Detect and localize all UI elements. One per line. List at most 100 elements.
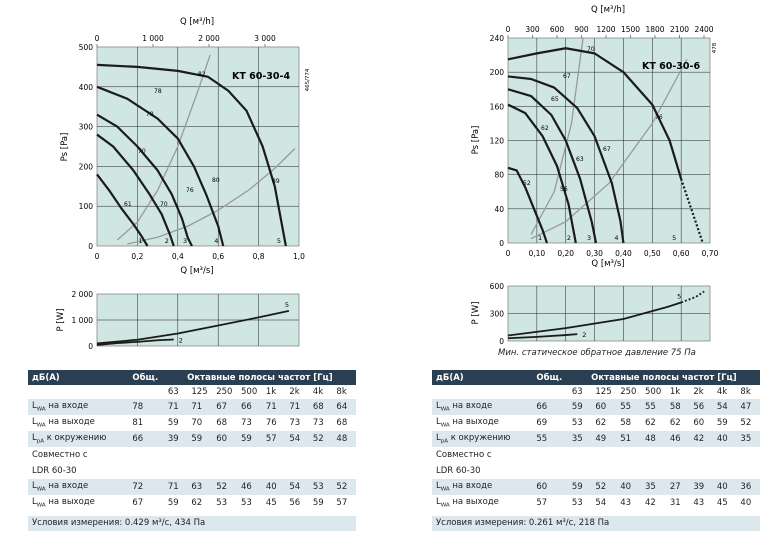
left-ps-plot-area	[96, 46, 300, 247]
row-value: 52	[591, 479, 617, 495]
row-value: 46	[237, 479, 262, 495]
row-total: 60	[532, 479, 568, 495]
q-top-tick-label: 900	[574, 25, 589, 34]
row-value: 66	[237, 399, 262, 415]
q-top-tick-label: 1 000	[142, 34, 164, 43]
freq-row: 63 125 250 500 1k 2k 4k 8k	[432, 385, 760, 399]
row-value: 54	[285, 431, 309, 447]
row-value: 59	[567, 399, 592, 415]
q-top-tick-label: 1200	[596, 25, 615, 34]
header-bands: Октавные полосы частот [Гц]	[567, 370, 760, 385]
system-curve	[530, 59, 688, 240]
row-value: 48	[641, 431, 666, 447]
freq-row: 63 125 250 500 1k 2k 4k 8k	[28, 385, 356, 399]
row-value: 68	[336, 418, 348, 428]
curve-label-1: 1	[538, 234, 542, 242]
row-label: LWA на входе	[432, 399, 533, 415]
row-value: 31	[669, 498, 681, 508]
fan-curve-5-dashed	[680, 178, 704, 244]
system-curve	[530, 37, 584, 235]
row-value: 55	[641, 399, 666, 415]
row-value: 62	[191, 498, 203, 508]
ps-tick-label: 100	[79, 202, 94, 211]
row-value: 53	[308, 479, 333, 495]
freq-label: 63	[167, 387, 179, 397]
ps-tick-label: 40	[494, 205, 504, 214]
row-total: 72	[128, 479, 164, 495]
row-value: 68	[216, 418, 228, 428]
header-dba: дБ(A)	[28, 370, 129, 385]
ps-tick-label: 0	[499, 239, 504, 248]
row-value: 27	[665, 479, 690, 495]
efficiency-label: 82	[198, 71, 206, 78]
right-q-bottom-label: Q [м³/s]	[591, 259, 624, 269]
row-value: 47	[736, 399, 760, 415]
left-q-top-label: Q [м³/h]	[180, 17, 214, 27]
header-total: Общ.	[532, 370, 568, 385]
q-top-tick-label: 600	[550, 25, 565, 34]
q-tick-label: 0,30	[586, 249, 603, 258]
curve-label-4: 4	[214, 237, 218, 245]
ps-tick-label: 500	[79, 43, 94, 52]
row-value: 73	[241, 418, 252, 428]
row-value: 43	[693, 498, 705, 508]
freq-spacer	[532, 385, 567, 399]
combined-caption-row: LDR 60-30	[432, 463, 760, 479]
row-value: 71	[261, 399, 286, 415]
right-p-label: P [W]	[471, 302, 481, 325]
freq-label: 4k	[716, 387, 728, 397]
right-q-top-label: Q [м³/h]	[591, 5, 625, 15]
fan-curve-4	[507, 75, 625, 244]
row-label: LWA на входе	[432, 479, 533, 495]
row-value: 53	[571, 498, 583, 508]
efficiency-label: 76	[655, 114, 663, 121]
row-value: 57	[261, 431, 286, 447]
ps-tick-label: 200	[490, 68, 505, 77]
fan-curve-5	[96, 63, 287, 247]
table-row: LWA на выходе 57 53 54 43 42 31 43 45 40	[432, 495, 760, 511]
left-q-bottom-label: Q [м³/s]	[180, 266, 213, 276]
row-value: 45	[716, 498, 728, 508]
table-row: LWA на входе 72 71 63 52 46 40 54 53 52	[28, 479, 356, 495]
row-value: 60	[212, 431, 238, 447]
row-value: 40	[712, 431, 737, 447]
q-tick-label: 0,40	[615, 249, 632, 258]
efficiency-label: 61	[124, 201, 132, 208]
row-value: 54	[285, 479, 309, 495]
fan-curve-1	[507, 166, 548, 244]
p-tick-label: 0	[88, 342, 93, 351]
fan-curve-2	[96, 133, 175, 247]
efficiency-label: 67	[563, 73, 571, 80]
ps-tick-label: 0	[88, 242, 93, 251]
table-row: LpA к окружению 55 35 49 51 48 46 42 40 35	[432, 431, 760, 447]
ps-tick-label: 120	[490, 137, 505, 146]
right-ps-label: Ps [Pa]	[471, 126, 481, 155]
fan-curve-2	[507, 103, 577, 244]
table-row: LWA на выходе 69 53 62 58 62 62 60 59 52	[432, 415, 760, 431]
row-value: 64	[332, 399, 356, 415]
header-total: Общ.	[128, 370, 164, 385]
row-total: 69	[536, 418, 548, 428]
q-top-tick-label: 0	[95, 34, 100, 43]
row-value: 52	[212, 479, 238, 495]
freq-spacer	[432, 385, 532, 399]
freq-label: 500	[241, 387, 258, 397]
row-value: 53	[571, 418, 583, 428]
row-value: 58	[665, 399, 690, 415]
row-total: 55	[532, 431, 568, 447]
efficiency-label: 67	[603, 146, 611, 153]
combined-caption-row: Совместно с	[432, 447, 760, 463]
q-tick-label: 0	[506, 249, 511, 258]
row-value: 58	[620, 418, 632, 428]
q-tick-label: 0,20	[557, 249, 574, 258]
q-tick-label: 0,60	[673, 249, 690, 258]
freq-label: 8k	[740, 387, 751, 397]
power-curve-label-5: 5	[285, 301, 289, 309]
row-value: 60	[693, 418, 705, 428]
row-label: LpA к окружению	[432, 431, 533, 447]
row-label: LWA на входе	[28, 399, 129, 415]
row-value: 59	[167, 498, 179, 508]
row-value: 71	[163, 479, 188, 495]
combined-caption: LDR 60-30	[436, 466, 481, 476]
